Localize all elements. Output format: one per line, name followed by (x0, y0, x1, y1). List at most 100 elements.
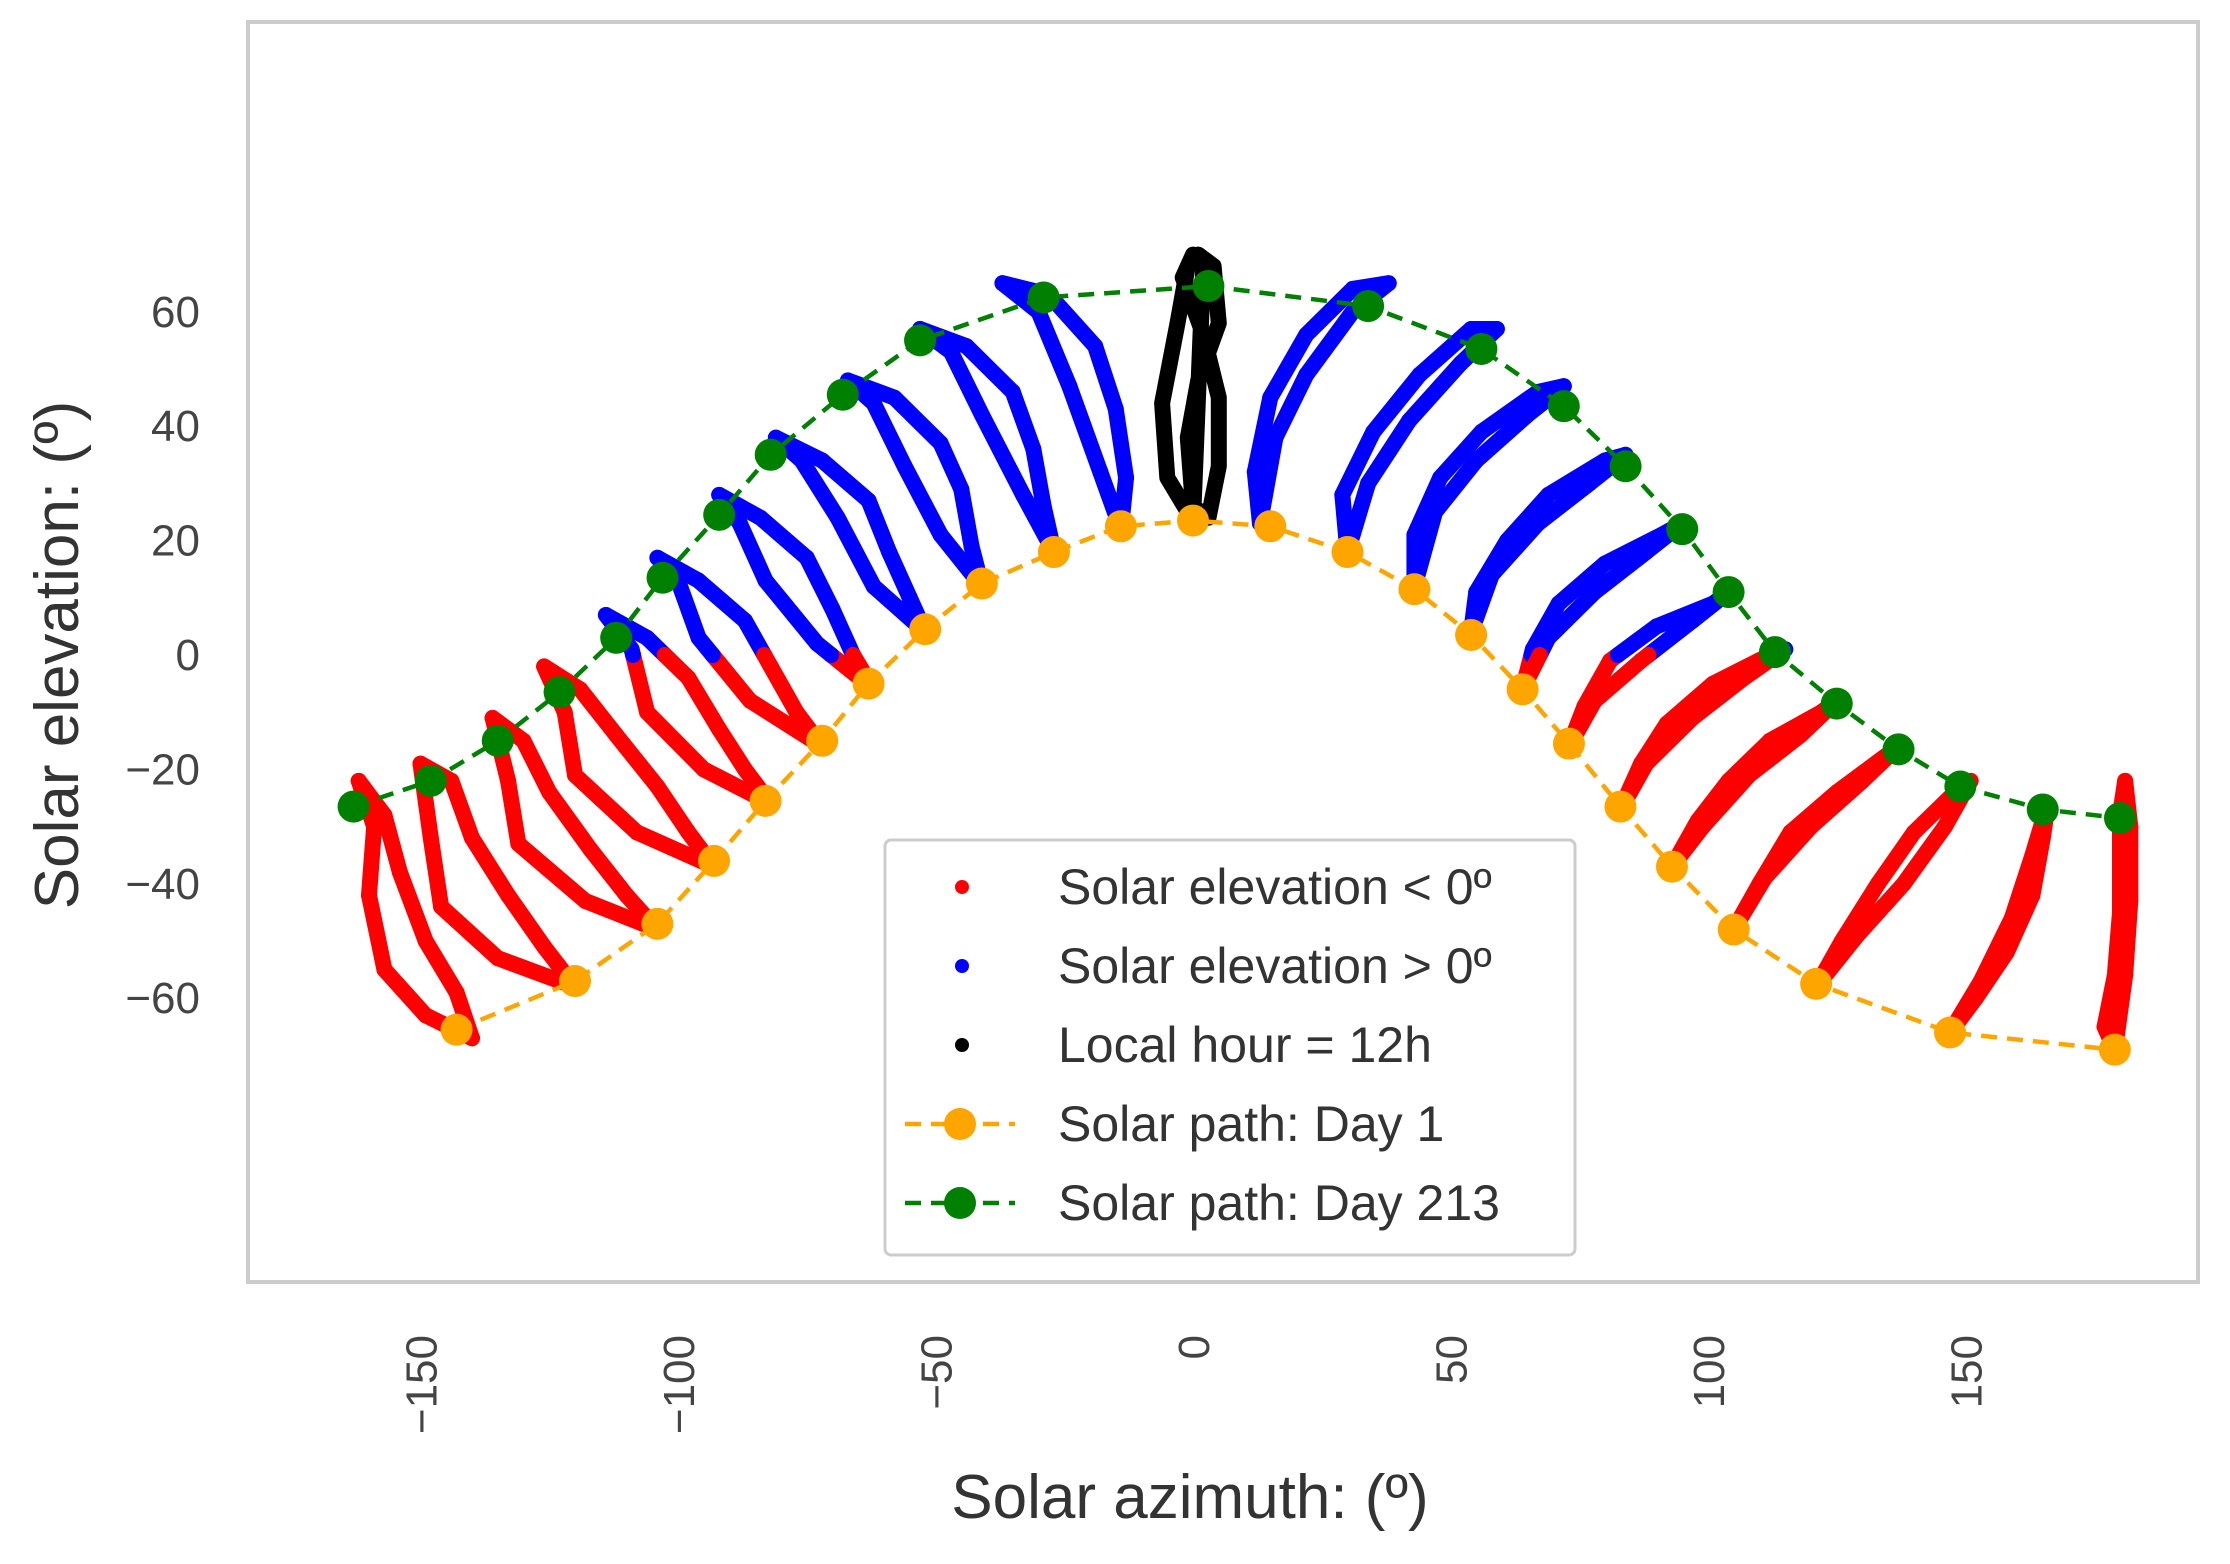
series-point-day213 (1192, 270, 1225, 303)
analemma-segment-below (2003, 847, 2041, 927)
x-tick-label: 100 (1685, 1335, 1734, 1408)
legend-marker-above (955, 959, 969, 973)
series-point-day213 (414, 764, 447, 797)
analemma-segment-above (1427, 452, 1485, 520)
legend-marker-day213 (944, 1187, 976, 1219)
analemma-segment-below (422, 830, 450, 915)
series-point-day213 (754, 438, 787, 471)
analemma-segment-above (1473, 383, 1547, 440)
series-point-day213 (1758, 636, 1791, 669)
analemma-segment-above (1530, 475, 1598, 532)
series-point-day1 (806, 724, 839, 757)
analemma-segment-above (1499, 486, 1557, 549)
analemma-segment-above (1025, 441, 1052, 515)
y-tick-label: 40 (151, 402, 200, 451)
series-point-day1 (852, 667, 885, 700)
analemma-segment-above (1061, 378, 1109, 480)
analemma-segment-below (510, 835, 594, 909)
analemma-segment-below (1803, 772, 1871, 835)
series-point-day1 (909, 613, 942, 646)
analemma-segment-below (1684, 669, 1753, 726)
analemma-segment-below (608, 727, 666, 795)
legend-label-day1: Solar path: Day 1 (1058, 1096, 1444, 1152)
x-tick-label: −50 (913, 1335, 962, 1410)
noon-analemma (1154, 246, 1227, 529)
analemma-segment-above (1087, 338, 1124, 418)
analemma-segment-below (1849, 875, 1912, 944)
analemma-segment-above (814, 452, 877, 509)
analemma-segment-below (541, 784, 599, 858)
solar-paths (337, 270, 2136, 1066)
analemma-segment-above (829, 509, 882, 595)
analemma-segment-below (572, 681, 625, 744)
series-point-day1 (698, 844, 731, 877)
analemma-segment-below (704, 647, 759, 709)
analemma-segment-below (1694, 767, 1758, 835)
series-point-day1 (1800, 967, 1833, 1000)
analemma-segment-above (1406, 469, 1449, 543)
analemma-segment-above (1540, 584, 1603, 646)
analemma-segment-above (1468, 406, 1536, 469)
analemma-segment-above (896, 458, 949, 543)
analemma-segment-below (762, 658, 805, 721)
analemma-segment-above (1246, 389, 1279, 480)
analemma-segment-above (1030, 303, 1078, 395)
x-tick-label: 150 (1943, 1335, 1992, 1408)
analemma-segment-above (1411, 320, 1480, 383)
analemma-segment-above (953, 481, 980, 555)
series-point-day213 (703, 498, 736, 531)
analemma-segment-above (932, 435, 970, 498)
analemma-segment-above (1401, 355, 1469, 429)
analemma-segment-below (680, 669, 728, 738)
analemma-segment-above (886, 389, 949, 452)
series-point-day213 (1944, 770, 1977, 803)
analemma-segment-above (793, 452, 846, 526)
analemma-segment-below (391, 864, 434, 949)
y-tick-label: 60 (151, 288, 200, 337)
legend: Solar elevation < 0º Solar elevation > 0º… (883, 838, 1577, 1257)
analemma-segment-below (1720, 732, 1778, 789)
analemma-segment-below (500, 887, 553, 955)
x-axis-label: Solar azimuth: (º) (951, 1463, 1428, 1532)
x-tick-label: 50 (1428, 1335, 1477, 1384)
series-point-day213 (337, 790, 370, 823)
y-tick-label: 0 (176, 631, 200, 680)
series-point-day1 (440, 1013, 473, 1046)
series-line-day213 (352, 283, 2121, 821)
series-point-day1 (641, 907, 674, 940)
series-point-day1 (1934, 1016, 1967, 1049)
analemma-segment-above (881, 544, 918, 606)
analemma-segment-below (464, 830, 517, 904)
series-point-day1 (1717, 913, 1750, 946)
analemma-segment-above (1251, 429, 1284, 532)
analemma-segment-above (1298, 303, 1361, 383)
analemma-segment-below (1906, 784, 1964, 841)
analemma-segment-above (1586, 544, 1655, 601)
series-point-day1 (1177, 504, 1209, 537)
series-point-day1 (2098, 1033, 2131, 1066)
analemma-segment-above (757, 572, 826, 652)
series-point-day213 (1882, 733, 1915, 766)
legend-label-day213: Solar path: Day 213 (1058, 1175, 1500, 1231)
series-point-day213 (646, 561, 679, 594)
legend-label-below: Solar elevation < 0º (1058, 859, 1492, 915)
analemma-segment-below (582, 841, 635, 904)
legend-marker-below (955, 880, 969, 894)
analemma-segment-below (1741, 727, 1809, 784)
legend-marker-day1 (944, 1108, 976, 1140)
legend-box (883, 838, 1577, 1257)
analemma-segment-below (433, 898, 506, 967)
analemma-segment-above (1298, 280, 1361, 343)
series-point-day213 (2026, 793, 2059, 826)
analemma-segment-below (500, 772, 527, 852)
analemma-segment-above (1334, 423, 1382, 503)
series-point-day1 (1506, 673, 1539, 706)
analemma-segment-above (752, 509, 815, 566)
analemma-segment-above (1107, 401, 1135, 486)
analemma-segment-below (1972, 910, 2020, 990)
analemma-segment-below (556, 704, 583, 784)
series-point-day213 (1712, 576, 1745, 609)
analemma-segment-below (1756, 818, 1819, 887)
series-point-day213 (1465, 332, 1498, 365)
